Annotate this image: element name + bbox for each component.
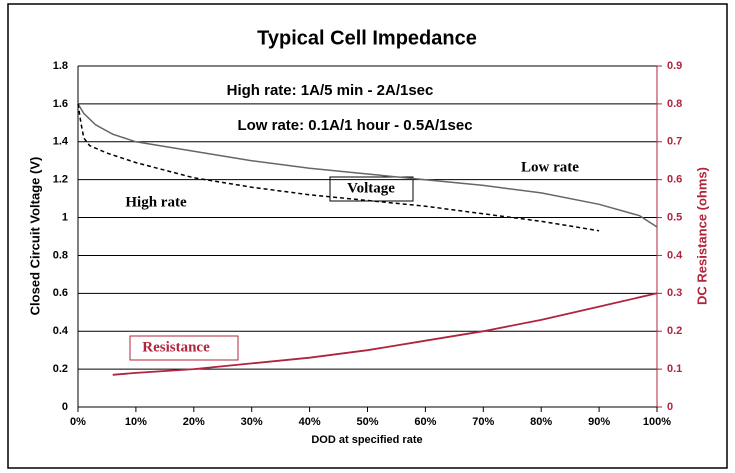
x-tick-label: 0% (70, 416, 86, 428)
x-tick-label: 60% (414, 416, 436, 428)
x-tick-label: 30% (241, 416, 263, 428)
y2-tick-label: 0.4 (667, 249, 683, 261)
x-tick-label: 80% (530, 416, 552, 428)
y-tick-label: 0.8 (53, 249, 68, 261)
y-tick-label: 0 (62, 401, 68, 413)
chart-title: Typical Cell Impedance (257, 27, 477, 49)
x-tick-label: 100% (643, 416, 671, 428)
y2-tick-label: 0.7 (667, 136, 682, 148)
series-line (77, 103, 658, 228)
annotation: High rate: 1A/5 min - 2A/1sec (227, 82, 434, 99)
series-line (112, 292, 658, 376)
x-tick-label: 40% (299, 416, 321, 428)
series-label: Low rate (521, 159, 579, 175)
x-tick-label: 20% (183, 416, 205, 428)
series-label: High rate (125, 194, 187, 210)
series-label: Resistance (142, 339, 210, 355)
y-tick-label: 0.2 (53, 363, 68, 375)
x-tick-label: 70% (472, 416, 494, 428)
y-tick-label: 0.4 (53, 325, 69, 337)
series-line (77, 103, 600, 232)
x-tick-label: 10% (125, 416, 147, 428)
frame (7, 3, 728, 469)
y-tick-label: 1.6 (53, 98, 68, 110)
y2-tick-label: 0 (667, 401, 673, 413)
x-tick-label: 90% (588, 416, 610, 428)
annotation-box (329, 176, 414, 202)
y-tick-label: 1.2 (53, 174, 68, 186)
y2-axis-label: DC Resistance (ohms) (694, 167, 709, 305)
y2-tick-label: 0.9 (667, 60, 682, 72)
y2-tick-label: 0.5 (667, 211, 682, 223)
y-tick-label: 1 (62, 211, 68, 223)
annotation: Voltage (347, 180, 395, 196)
x-tick-label: 50% (356, 416, 378, 428)
annotation-box (129, 335, 239, 361)
y-tick-label: 1.8 (53, 60, 68, 72)
y2-tick-label: 0.8 (667, 98, 682, 110)
y-tick-label: 1.4 (53, 136, 69, 148)
y-tick-label: 0.6 (53, 287, 68, 299)
y2-tick-label: 0.2 (667, 325, 682, 337)
annotation: Low rate: 0.1A/1 hour - 0.5A/1sec (237, 117, 472, 134)
x-axis-label: DOD at specified rate (311, 434, 422, 446)
y2-tick-label: 0.3 (667, 287, 682, 299)
y-axis-label: Closed Circuit Voltage (V) (27, 157, 42, 316)
y2-tick-label: 0.1 (667, 363, 682, 375)
y2-tick-label: 0.6 (667, 174, 682, 186)
